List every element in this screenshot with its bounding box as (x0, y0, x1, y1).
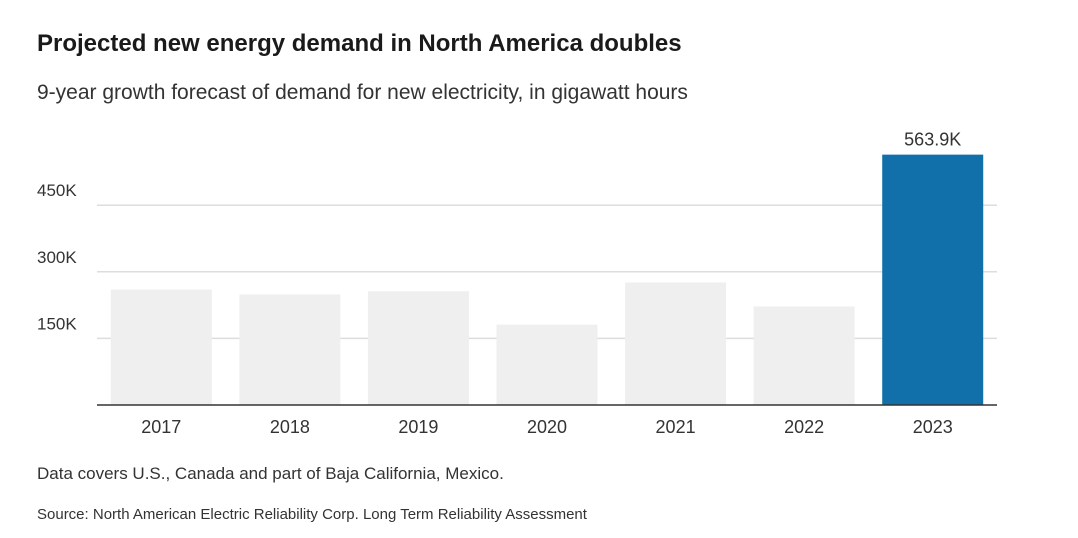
bar-2017 (110, 289, 212, 405)
chart-title: Projected new energy demand in North Ame… (37, 30, 682, 57)
bar-2020 (496, 324, 598, 405)
x-tick-label: 2020 (527, 417, 567, 437)
x-tick-label: 2021 (656, 417, 696, 437)
x-tick-label: 2018 (270, 417, 310, 437)
x-tick-label: 2022 (784, 417, 824, 437)
y-tick-label: 150K (37, 314, 77, 333)
x-tick-label: 2017 (141, 417, 181, 437)
y-tick-label: 450K (37, 181, 77, 200)
y-tick-label: 300K (37, 248, 77, 267)
chart-note: Data covers U.S., Canada and part of Baj… (37, 464, 504, 483)
bar-chart: 150K 300K 450K 2017 2018 2019 2020 2021 2022 2023… (37, 130, 997, 437)
x-tick-label: 2019 (398, 417, 438, 437)
bar-2019 (367, 291, 469, 405)
bar-2023 (882, 154, 984, 405)
data-label: 563.9K (904, 130, 961, 150)
bar-2021 (625, 282, 727, 405)
x-tick-label: 2023 (913, 417, 953, 437)
chart-source: Source: North American Electric Reliabil… (37, 506, 587, 523)
bar-2022 (753, 306, 855, 405)
chart-subtitle: 9-year growth forecast of demand for new… (37, 81, 688, 104)
bar-2018 (239, 294, 341, 405)
